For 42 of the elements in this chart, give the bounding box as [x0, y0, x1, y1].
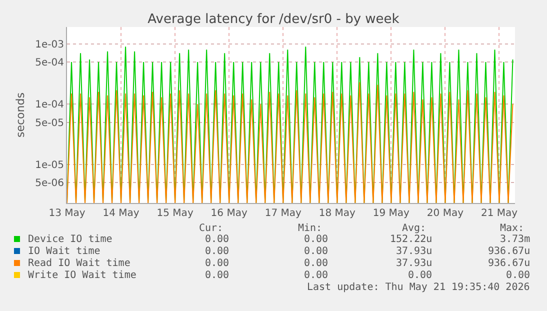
text: 3.73m — [500, 234, 530, 245]
text: Last update: Thu May 21 19:35:40 2026 — [307, 282, 530, 293]
text: Cur: — [199, 223, 224, 234]
text: 0.00 — [304, 270, 328, 281]
y-tick-label: 1e-04 — [35, 100, 64, 111]
text: 0.00 — [304, 246, 328, 257]
text: Min: — [298, 223, 322, 234]
text: 0.00 — [205, 246, 230, 257]
x-tick-label: 20 May — [426, 208, 464, 219]
y-tick-label: 5e-04 — [35, 57, 64, 68]
text: 0.00 — [304, 258, 328, 269]
text: Max: — [500, 223, 524, 234]
text: 936.67u — [488, 246, 530, 257]
x-tick-label: 17 May — [264, 208, 302, 219]
y-axis-title: seconds — [14, 92, 27, 138]
chart-title: Average latency for /dev/sr0 - by week — [148, 12, 400, 28]
text: 37.93u — [396, 258, 432, 269]
text: 152.22u — [390, 234, 432, 245]
y-tick-label: 5e-06 — [35, 178, 64, 190]
x-tick-label: 14 May — [102, 208, 140, 219]
text: 936.67u — [488, 258, 530, 269]
text: 0.00 — [205, 270, 230, 281]
x-tick-label: 21 May — [480, 208, 518, 219]
text: 0.00 — [506, 270, 530, 281]
legend-label: Device IO time — [28, 234, 112, 245]
x-tick-label: 15 May — [156, 208, 194, 219]
y-tick-label: 1e-03 — [35, 39, 64, 50]
y-tick-label: 5e-05 — [35, 118, 64, 129]
legend-label: Read IO Wait time — [28, 258, 130, 269]
legend-label: IO Wait time — [28, 246, 100, 257]
text: 37.93u — [396, 246, 432, 257]
x-tick-label: 16 May — [210, 208, 248, 219]
legend-label: Write IO Wait time — [28, 270, 136, 281]
text: 0.00 — [205, 258, 230, 269]
x-tick-label: 18 May — [318, 208, 356, 219]
text: 0.00 — [205, 234, 230, 245]
x-tick-label: 13 May — [48, 208, 86, 219]
text: 0.00 — [304, 234, 328, 245]
text: 0.00 — [408, 270, 432, 281]
text: Avg: — [402, 223, 426, 234]
y-tick-label: 1e-05 — [35, 160, 64, 171]
x-tick-label: 19 May — [372, 208, 410, 219]
